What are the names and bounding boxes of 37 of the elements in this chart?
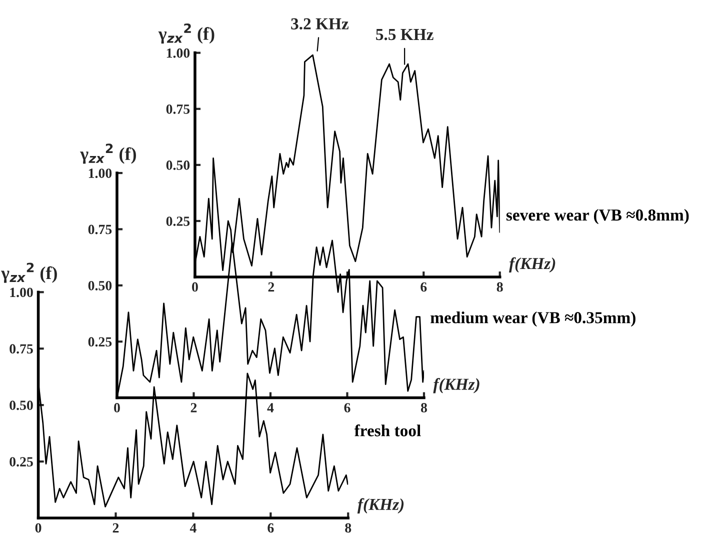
y-tick-label: 0.50 [88, 280, 112, 290]
y-axis-title: γ$_{zx}$$^{2}$ (f) [158, 23, 214, 44]
y-tick-label: 1.00 [88, 168, 112, 178]
x-tick-label: 6 [420, 282, 427, 292]
x-axis-title: f(KHz) [433, 378, 480, 394]
y-tick-label: 1.00 [166, 48, 190, 58]
x-tick-label: 4 [267, 403, 274, 412]
x-tick-label: 2 [112, 523, 119, 532]
annotation: 3.2 KHz [291, 18, 348, 30]
x-tick-label: 2 [190, 403, 197, 412]
y-tick-label: 0.75 [166, 104, 190, 114]
annotation: 5.5 KHz [376, 29, 434, 40]
series-label: medium wear (VB ≈0.35mm) [430, 312, 636, 327]
series-label: fresh tool [354, 424, 421, 436]
x-tick-label: 0 [35, 523, 42, 533]
x-tick-label: 4 [190, 523, 196, 532]
x-tick-label: 6 [344, 403, 350, 412]
y-tick-label: 0.75 [10, 344, 33, 354]
y-axis-title: γ$_{zx}$$^{2}$ (f) [1, 262, 57, 283]
y-tick-label: 0.25 [166, 216, 190, 226]
y-tick-label: 0.50 [10, 400, 33, 410]
y-tick-label: 1.00 [10, 288, 33, 298]
y-axis-title: γ$_{zx}$$^{2}$ (f) [80, 144, 136, 164]
series-label: severe wear (VB ≈0.8mm) [506, 208, 689, 224]
y-tick-label: 0.25 [88, 337, 112, 347]
y-tick-label: 0.75 [88, 224, 112, 234]
x-tick-label: 2 [268, 282, 274, 292]
x-tick-label: 0 [192, 282, 198, 292]
x-axis-title: f(KHz) [357, 498, 404, 514]
y-tick-label: 0.25 [10, 457, 33, 467]
x-axis-title: f(KHz) [508, 257, 556, 273]
y-tick-label: 0.50 [166, 160, 190, 170]
x-tick-label: 6 [268, 523, 274, 533]
x-tick-label: 8 [345, 523, 352, 533]
x-tick-label: 0 [114, 403, 120, 412]
x-tick-label: 8 [420, 403, 427, 412]
x-tick-label: 8 [496, 282, 503, 292]
